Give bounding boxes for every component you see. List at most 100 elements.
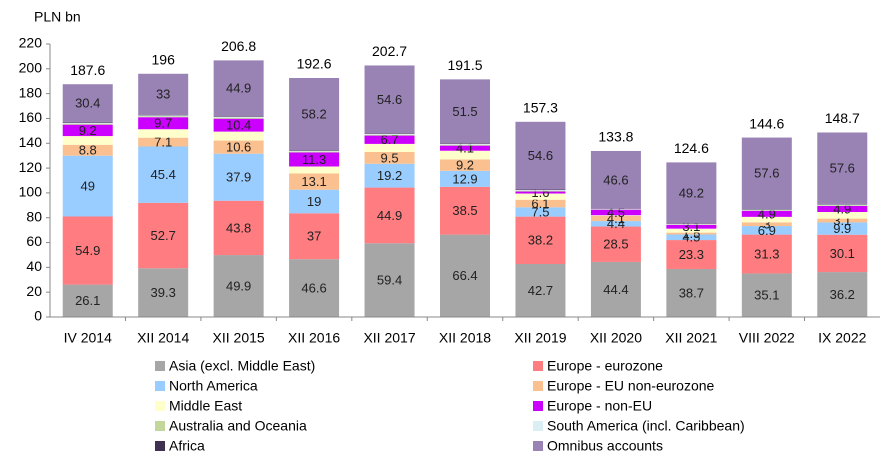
legend-swatch xyxy=(155,421,165,431)
bar-segment xyxy=(289,166,340,174)
bar-segment xyxy=(138,137,189,147)
bar-segment xyxy=(364,135,415,144)
bar-segment xyxy=(440,186,490,235)
data-label: 12.9 xyxy=(452,171,477,186)
bar-segment xyxy=(440,234,490,317)
bar-segment xyxy=(364,134,415,136)
bar-segment xyxy=(440,170,490,187)
data-label: 6.9 xyxy=(758,223,776,238)
data-label: 26.1 xyxy=(75,293,100,308)
y-tick-label: 20 xyxy=(26,283,42,299)
bar-segment xyxy=(364,133,415,134)
data-label: 49.2 xyxy=(679,185,704,200)
total-label: 206.8 xyxy=(221,38,256,54)
legend-label: South America (incl. Caribbean) xyxy=(547,418,745,434)
bar-segment xyxy=(289,150,340,152)
bar-segment xyxy=(62,284,113,317)
bar-segment xyxy=(364,133,415,135)
legend-label: Middle East xyxy=(169,398,242,414)
bar-segment xyxy=(590,261,641,317)
bar-segment xyxy=(515,199,566,208)
bar-segment xyxy=(440,79,490,144)
data-label: 23.3 xyxy=(679,247,704,262)
bar-segment xyxy=(289,150,340,151)
bar-segment xyxy=(741,209,792,211)
data-label: 39.3 xyxy=(151,285,176,300)
data-label: 52.7 xyxy=(151,228,176,243)
bar-segment xyxy=(62,122,113,124)
bar-segment xyxy=(741,222,792,227)
bar-segment xyxy=(62,216,113,285)
x-tick-label: XII 2016 xyxy=(288,330,340,346)
bar-segment xyxy=(289,78,340,151)
y-tick-label: 100 xyxy=(19,184,43,200)
bar-segment xyxy=(817,222,868,235)
bar-segment xyxy=(590,209,641,216)
total-label: 196 xyxy=(152,51,176,67)
bar-segment xyxy=(666,234,717,241)
data-label: 11.3 xyxy=(302,152,326,167)
bar-segment xyxy=(138,146,189,203)
data-label: 44.9 xyxy=(377,208,402,223)
bar-segment xyxy=(440,144,490,146)
bar-segment xyxy=(741,226,792,235)
bar-segment xyxy=(138,116,189,118)
data-label: 35.1 xyxy=(754,288,779,303)
x-tick-label: XII 2019 xyxy=(514,330,566,346)
bar-segment xyxy=(440,143,490,145)
bar-segment xyxy=(138,114,189,116)
bar-segment xyxy=(515,190,566,191)
bar-segment xyxy=(364,151,415,164)
data-label: 13.1 xyxy=(301,174,326,189)
total-label: 144.6 xyxy=(749,115,784,131)
bar-segment xyxy=(138,117,189,130)
y-tick-label: 220 xyxy=(19,35,43,51)
bar-segment xyxy=(817,205,868,206)
bar-segment xyxy=(515,191,566,194)
legend-label: Omnibus accounts xyxy=(547,438,663,454)
bar-segment xyxy=(741,210,792,211)
bar-segment xyxy=(590,226,641,262)
data-label: 19 xyxy=(307,194,321,209)
bar-segment xyxy=(666,240,717,269)
data-label: 28.5 xyxy=(603,237,628,252)
legend-swatch xyxy=(533,361,543,371)
legend-swatch xyxy=(155,401,165,411)
data-label: 37 xyxy=(307,229,321,244)
data-label: 54.6 xyxy=(377,92,402,107)
bar-segment xyxy=(590,215,641,216)
total-label: 202.7 xyxy=(372,43,407,59)
data-label: 9.2 xyxy=(79,123,97,138)
legend-swatch xyxy=(155,381,165,391)
bar-segment xyxy=(62,124,113,137)
bar-segment xyxy=(817,272,868,317)
x-tick-label: XII 2020 xyxy=(590,330,642,346)
bar-segment xyxy=(289,151,340,153)
bar-segment xyxy=(138,129,189,138)
x-tick-label: IX 2022 xyxy=(818,330,866,346)
data-label: 44.9 xyxy=(226,81,251,96)
bar-segment xyxy=(213,118,264,132)
bar-segment xyxy=(62,155,113,217)
bar-segment xyxy=(515,207,566,217)
data-label: 42.7 xyxy=(528,283,553,298)
x-tick-label: XII 2021 xyxy=(665,330,717,346)
data-label: 10.4 xyxy=(226,118,251,133)
data-label: 57.6 xyxy=(830,161,855,176)
legend-label: Africa xyxy=(169,438,205,454)
bar-segment xyxy=(741,216,792,223)
bar-segment xyxy=(515,193,566,200)
data-label: 58.2 xyxy=(301,107,326,122)
y-tick-label: 180 xyxy=(19,84,43,100)
bar-segment xyxy=(590,221,641,227)
y-axis-unit: PLN bn xyxy=(34,9,81,25)
total-label: 124.6 xyxy=(674,140,709,156)
bar-segment xyxy=(741,273,792,317)
bar-segment xyxy=(590,150,641,209)
x-tick-label: XII 2018 xyxy=(439,330,491,346)
data-label: 36.2 xyxy=(830,287,855,302)
bar-segment xyxy=(138,268,189,317)
data-label: 46.6 xyxy=(301,281,326,296)
bar-segment xyxy=(289,259,340,317)
total-label: 157.3 xyxy=(523,100,558,116)
